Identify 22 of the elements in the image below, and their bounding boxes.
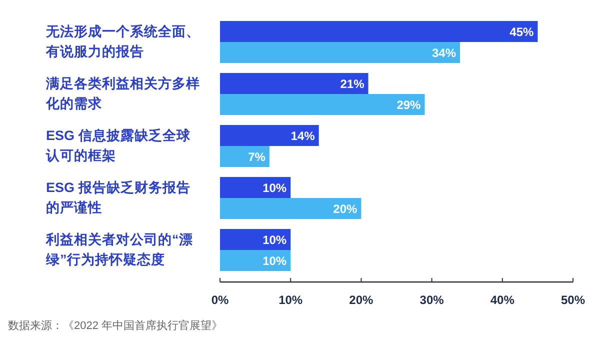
data-label: 10% (262, 233, 287, 247)
category-label: ESG 信息披露缺乏全球认可的框架 (46, 127, 192, 165)
data-label: 10% (262, 181, 287, 195)
x-tick-label: 10% (278, 293, 303, 307)
category-label: 利益相关者对公司的“漂绿”行为持怀疑态度 (46, 231, 194, 269)
data-label: 29% (396, 98, 422, 112)
category-label: 满足各类利益相关方多样化的需求 (46, 75, 201, 113)
source-note: 数据来源：《2022 年中国首席执行官展望》 (8, 318, 223, 333)
data-label: 45% (510, 25, 534, 39)
data-label: 34% (432, 46, 456, 60)
x-tick-label: 40% (490, 293, 515, 307)
category-label: ESG 报告缺乏财务报告的严谨性 (46, 179, 192, 217)
x-tick-label: 30% (420, 293, 444, 307)
x-tick-label: 20% (349, 293, 374, 307)
category-label: 无法形成一个系统全面、有说服力的报告 (46, 23, 201, 61)
data-label: 21% (340, 77, 365, 91)
data-label: 20% (333, 202, 358, 216)
x-tick-label: 0% (211, 293, 229, 307)
x-tick-label: 50% (560, 293, 586, 307)
data-label: 14% (290, 129, 316, 143)
data-label: 7% (248, 150, 266, 164)
data-label: 10% (262, 254, 287, 268)
